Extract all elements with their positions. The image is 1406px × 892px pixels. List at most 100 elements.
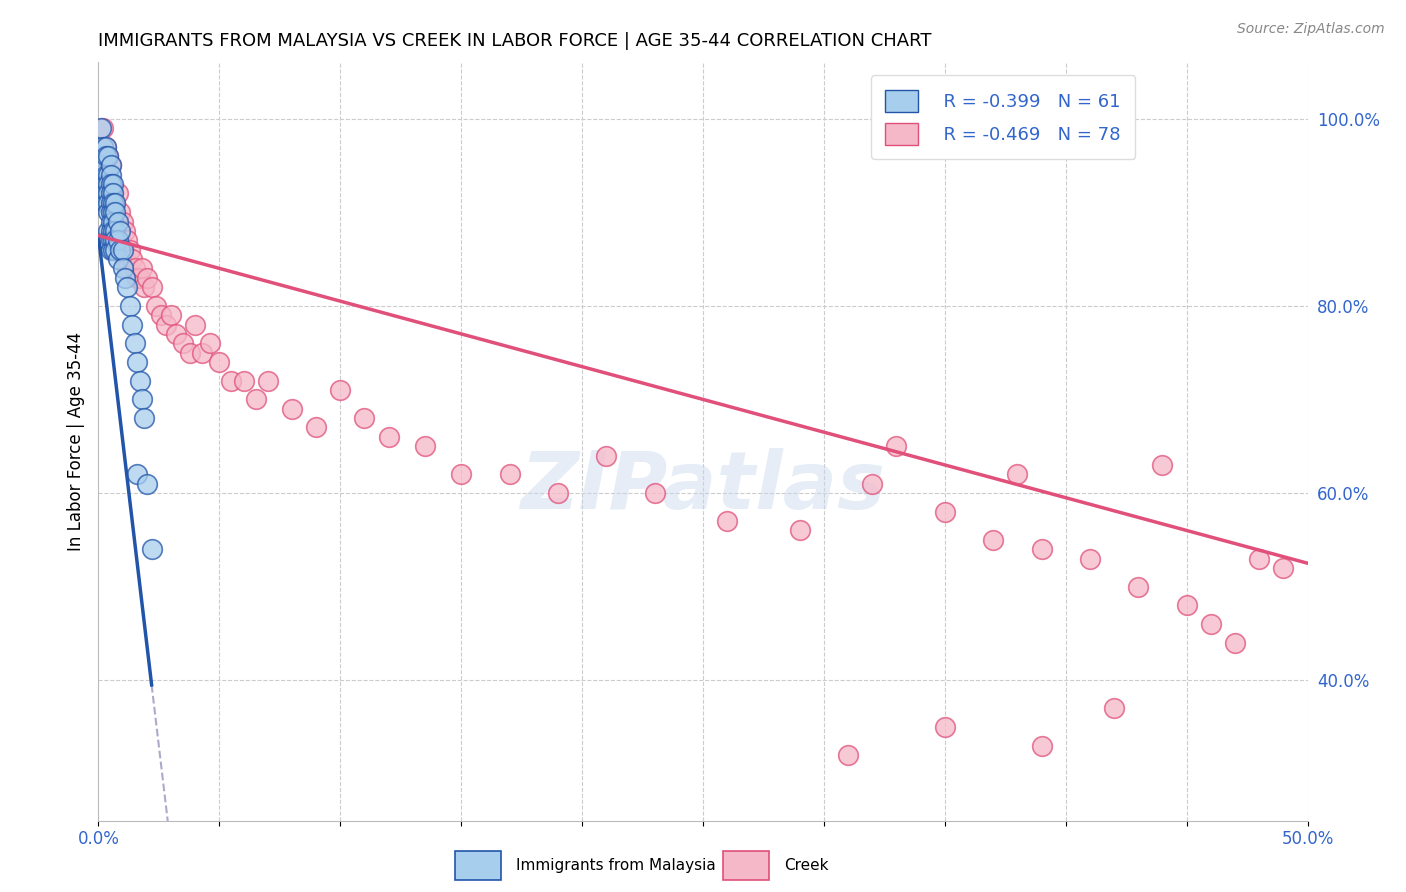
Point — [860, 476, 883, 491]
Point — [127, 467, 149, 482]
Point — [1199, 617, 1222, 632]
Point — [100, 158, 122, 172]
Point — [141, 542, 163, 557]
Point — [450, 467, 472, 482]
Point — [100, 158, 122, 172]
Text: ZIPatlas: ZIPatlas — [520, 448, 886, 526]
Point — [1272, 561, 1295, 575]
Point — [111, 243, 134, 257]
Point — [1128, 580, 1150, 594]
Point — [837, 748, 859, 763]
Point — [97, 195, 120, 210]
Point — [91, 158, 114, 172]
Point — [886, 439, 908, 453]
Point — [101, 243, 124, 257]
Point — [256, 374, 278, 388]
Point — [172, 336, 194, 351]
Point — [97, 177, 120, 191]
Point — [135, 270, 157, 285]
Point — [100, 186, 122, 201]
Point — [100, 168, 122, 182]
Point — [127, 270, 149, 285]
Point — [118, 243, 141, 257]
Point — [117, 261, 139, 276]
Point — [97, 233, 120, 247]
Point — [101, 214, 124, 228]
Point — [108, 205, 131, 219]
Point — [131, 261, 153, 276]
Point — [97, 224, 120, 238]
Point — [94, 139, 117, 153]
Point — [305, 420, 328, 434]
Point — [94, 186, 117, 201]
Point — [114, 224, 136, 238]
Point — [97, 186, 120, 201]
Point — [94, 168, 117, 182]
Point — [281, 401, 304, 416]
Point — [1078, 551, 1101, 566]
Point — [934, 505, 956, 519]
Point — [100, 243, 122, 257]
Point — [934, 720, 956, 734]
Point — [107, 214, 129, 228]
Point — [107, 243, 129, 257]
Point — [94, 149, 117, 163]
Point — [101, 186, 124, 201]
Point — [198, 336, 221, 351]
Point — [981, 533, 1004, 547]
Point — [1223, 636, 1246, 650]
Point — [94, 195, 117, 210]
Point — [90, 120, 112, 135]
Legend:   R = -0.399   N = 61,   R = -0.469   N = 78: R = -0.399 N = 61, R = -0.469 N = 78 — [870, 75, 1135, 159]
Point — [114, 270, 136, 285]
Point — [107, 214, 129, 228]
Point — [101, 224, 124, 238]
Point — [111, 243, 134, 257]
Point — [191, 345, 214, 359]
Point — [121, 252, 143, 266]
Point — [128, 374, 150, 388]
FancyBboxPatch shape — [456, 851, 501, 880]
Point — [150, 308, 173, 322]
Point — [91, 186, 114, 201]
Point — [329, 383, 352, 397]
Point — [100, 233, 122, 247]
Point — [104, 195, 127, 210]
Point — [135, 476, 157, 491]
Point — [108, 224, 131, 238]
Point — [97, 177, 120, 191]
Point — [155, 318, 177, 332]
Point — [94, 158, 117, 172]
Point — [91, 139, 114, 153]
Point — [498, 467, 520, 482]
Point — [97, 168, 120, 182]
Point — [108, 233, 131, 247]
Point — [245, 392, 267, 407]
Point — [104, 205, 127, 219]
Point — [101, 177, 124, 191]
Point — [94, 139, 117, 153]
Point — [104, 195, 127, 210]
Point — [104, 224, 127, 238]
Point — [221, 374, 243, 388]
Point — [128, 270, 150, 285]
Point — [595, 449, 617, 463]
Point — [100, 195, 122, 210]
Point — [127, 355, 149, 369]
Point — [107, 186, 129, 201]
Point — [104, 243, 127, 257]
Point — [232, 374, 254, 388]
Point — [121, 318, 143, 332]
Point — [108, 243, 131, 257]
Point — [97, 149, 120, 163]
Point — [97, 149, 120, 163]
Point — [1007, 467, 1029, 482]
Point — [789, 524, 811, 538]
Point — [165, 326, 187, 341]
Point — [377, 430, 399, 444]
Point — [179, 345, 201, 359]
Point — [124, 336, 146, 351]
Point — [90, 149, 112, 163]
Point — [716, 514, 738, 528]
Point — [111, 214, 134, 228]
